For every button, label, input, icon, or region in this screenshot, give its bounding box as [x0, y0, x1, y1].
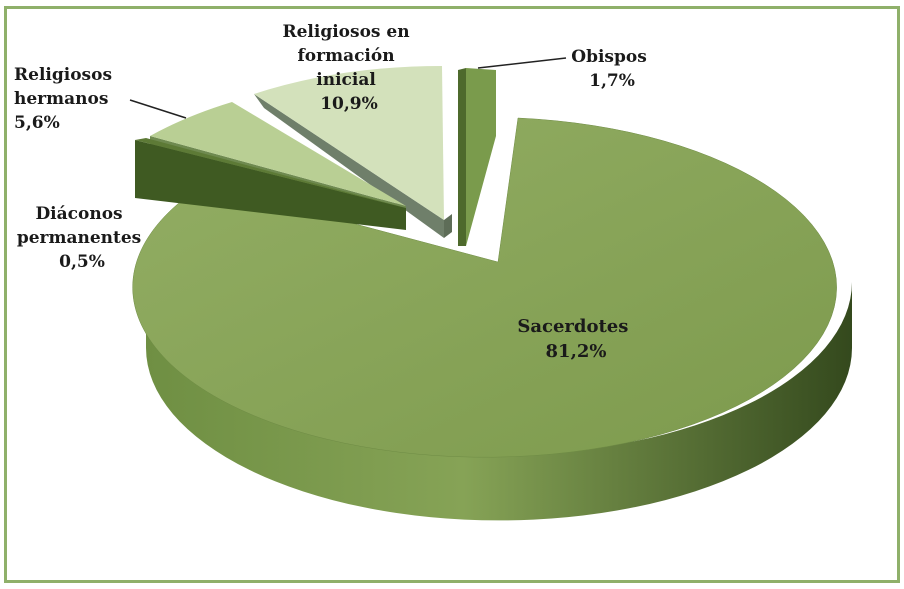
slice-sacerdotes: [132, 117, 852, 521]
label-formacion-line1: Religiosos en: [282, 22, 409, 42]
label-sacerdotes: Sacerdotes 81,2%: [517, 316, 634, 362]
slice-diaconos-permanentes: [135, 138, 406, 230]
slice-diaconos-side: [135, 140, 406, 230]
leader-line-obispos: [477, 57, 567, 69]
slice-hermanos-top: [150, 102, 406, 206]
slice-sacerdotes-top: [132, 117, 837, 458]
label-obispos: Obispos 1,7%: [571, 47, 652, 91]
slice-formacion-top: [254, 66, 444, 220]
slice-obispos-side: [458, 68, 466, 246]
label-diaconos-line2: permanentes: [17, 228, 141, 248]
slice-obispos-top: [466, 68, 496, 246]
label-diaconos-value: 0,5%: [59, 252, 105, 272]
slice-diaconos-top: [135, 138, 406, 208]
slice-obispos: [458, 68, 496, 246]
label-formacion-value: 10,9%: [320, 94, 378, 114]
label-hermanos-line1: Religiosos: [14, 65, 112, 85]
slice-sacerdotes-side: [146, 282, 852, 521]
label-hermanos-value: 5,6%: [14, 113, 60, 133]
leader-line-hermanos: [129, 99, 187, 119]
label-formacion-line3: inicial: [316, 70, 376, 90]
label-religiosos-hermanos: Religiosos hermanos 5,6%: [14, 65, 118, 133]
label-obispos-name: Obispos: [571, 47, 647, 67]
label-formacion-line2: formación: [297, 46, 394, 66]
label-diaconos-line1: Diáconos: [35, 204, 122, 224]
label-sacerdotes-name: Sacerdotes: [517, 316, 628, 337]
label-diaconos-permanentes: Diáconos permanentes 0,5%: [17, 204, 147, 272]
label-hermanos-line2: hermanos: [14, 89, 108, 109]
label-formacion-inicial: Religiosos en formación inicial 10,9%: [282, 22, 415, 114]
label-obispos-value: 1,7%: [589, 71, 635, 91]
label-sacerdotes-value: 81,2%: [546, 341, 607, 362]
slice-formacion-side2: [444, 214, 452, 238]
